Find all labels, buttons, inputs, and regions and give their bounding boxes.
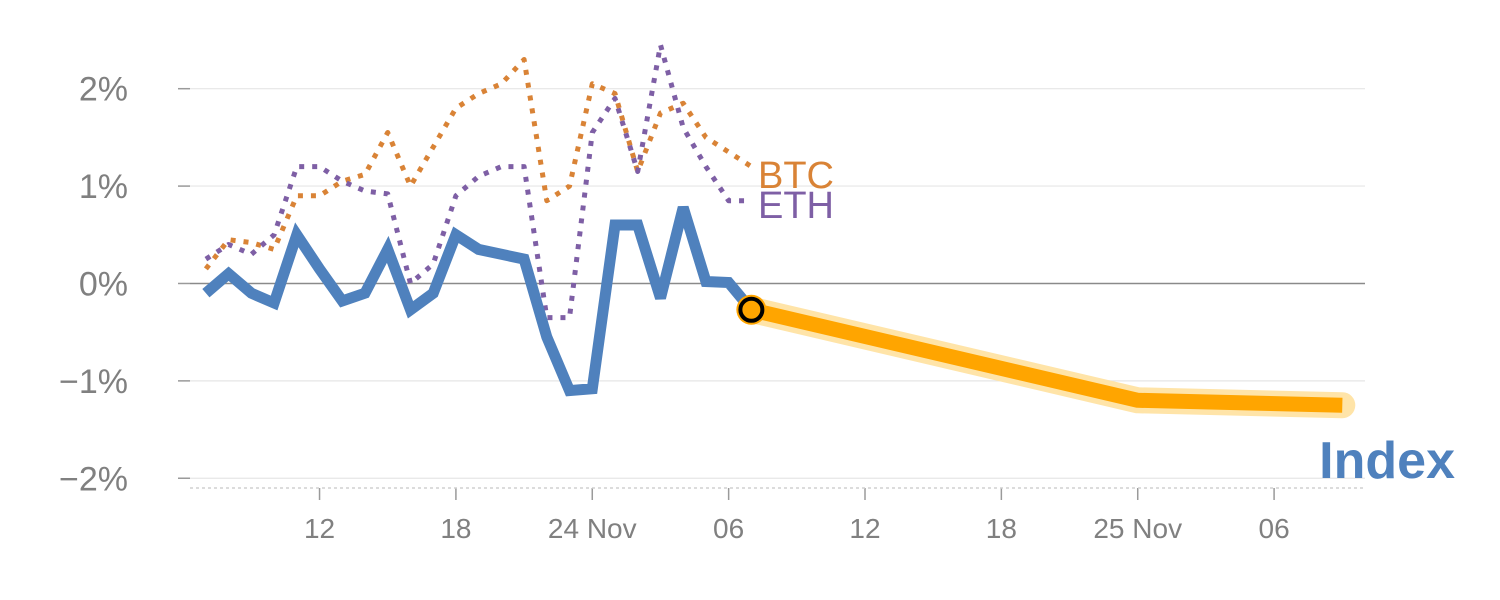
current-value-marker-inner [738,296,765,323]
x-tick-label: 25 Nov [1093,513,1182,544]
gridlines [190,88,1365,479]
series-lines [202,42,1356,419]
series-label-eth: ETH [758,185,834,227]
x-tick-label: 06 [1259,513,1290,544]
y-tick-label: 0% [79,265,128,303]
series-line-btc [203,57,753,271]
x-tick-label: 24 Nov [548,513,637,544]
x-tick-label: 12 [304,513,335,544]
y-tick-label: −2% [59,460,128,498]
y-tick-label: −1% [59,363,128,401]
series-line-index-projection [749,302,1343,413]
x-tick-label: 06 [713,513,744,544]
series-line-index [202,205,756,397]
series-label-btc: BTC [758,155,834,197]
series-label-index: Index [1319,432,1455,490]
x-tick-label: 18 [986,513,1017,544]
y-axis-ticks: 2% 1% 0% −1% −2% [59,71,190,498]
x-tick-label: 18 [440,513,471,544]
y-tick-label: 1% [79,168,128,206]
y-tick-label: 2% [79,71,128,109]
x-tick-label: 12 [849,513,880,544]
x-axis-ticks: 12 18 24 Nov 06 12 18 25 Nov 06 [304,488,1290,544]
